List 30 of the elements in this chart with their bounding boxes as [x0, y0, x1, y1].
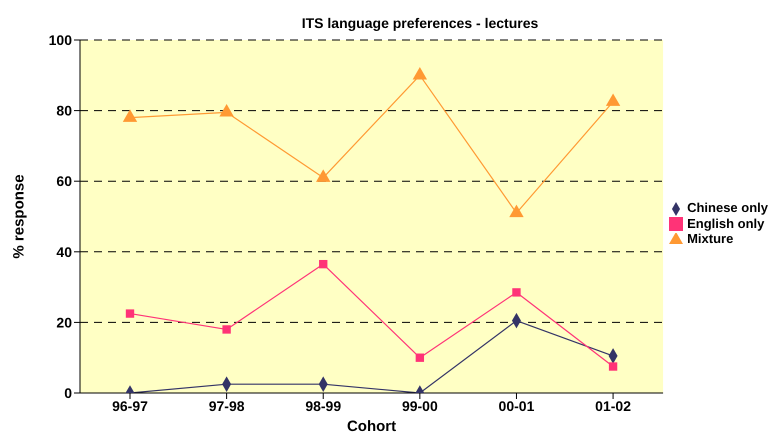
point — [122, 109, 138, 122]
x-tick-label: 96-97 — [112, 398, 148, 414]
point — [512, 288, 521, 297]
y-axis-title: % response — [10, 174, 28, 259]
point — [412, 66, 428, 80]
y-tick-label: 0 — [64, 384, 72, 401]
y-tick-label: 60 — [56, 173, 72, 190]
legend-label: Chinese only — [687, 200, 768, 216]
x-tick-label: 97-98 — [208, 398, 245, 414]
x-tick-label: 99-00 — [402, 398, 438, 414]
point — [509, 204, 524, 218]
point — [219, 104, 234, 117]
legend-label: Mixture — [687, 231, 734, 246]
point — [126, 309, 134, 318]
y-tick-label: 20 — [56, 314, 72, 330]
x-tick-label: 01-02 — [595, 398, 632, 414]
point — [608, 362, 618, 371]
point — [319, 260, 328, 268]
chart-title: ITS language preferences - lectures — [302, 15, 538, 31]
x-axis-title: Cohort — [346, 418, 396, 435]
point — [606, 93, 620, 106]
y-tick-label: 40 — [56, 244, 72, 260]
point — [222, 325, 231, 334]
y-tick-label: 80 — [56, 102, 72, 119]
legend-label: English only — [687, 216, 764, 231]
point — [316, 169, 330, 182]
x-tick-label: 00-01 — [498, 398, 535, 414]
x-tick-label: 98-99 — [305, 398, 342, 414]
point — [416, 354, 424, 362]
y-tick-label: 100 — [48, 32, 72, 48]
